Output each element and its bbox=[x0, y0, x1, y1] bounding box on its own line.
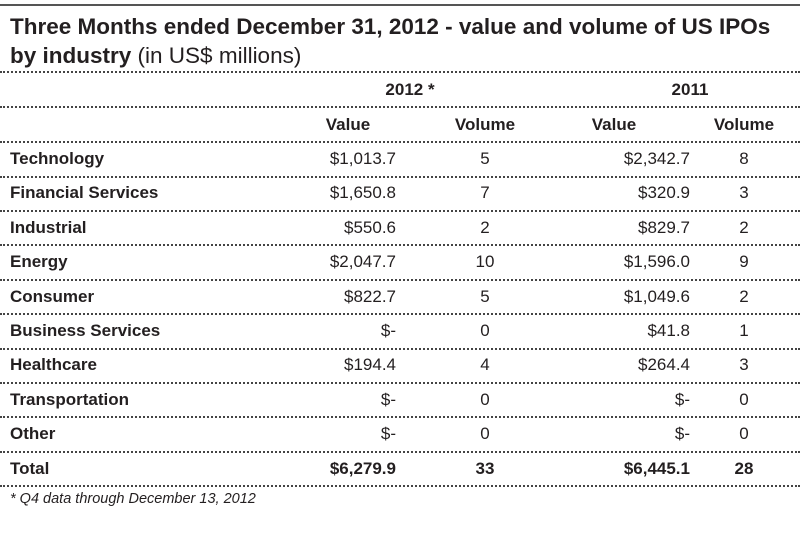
cell-value-2011: $- bbox=[674, 424, 690, 444]
row-label: Industrial bbox=[10, 217, 87, 237]
table-row: Technology $1,013.7 5 $2,342.7 8 bbox=[0, 142, 800, 176]
cell-value-2011: $320.9 bbox=[638, 183, 690, 203]
cell-value-2011: $- bbox=[674, 389, 690, 409]
divider bbox=[0, 209, 800, 212]
footnote: * Q4 data through December 13, 2012 bbox=[10, 491, 256, 507]
cell-value-2011: $6,445.1 bbox=[623, 458, 690, 478]
divider bbox=[0, 381, 800, 384]
cell-volume-2011: 1 bbox=[739, 321, 749, 340]
cell-volume-2012: 0 bbox=[480, 424, 490, 444]
cell-value-2011: $829.7 bbox=[638, 217, 690, 237]
cell-value-2012: $2,047.7 bbox=[329, 252, 396, 272]
cell-value-2012: $1,650.8 bbox=[329, 183, 396, 203]
cell-value-2012: $- bbox=[380, 389, 396, 409]
row-label: Healthcare bbox=[10, 355, 97, 375]
col-header-volume-2012: Volume bbox=[454, 115, 516, 134]
table-row: Healthcare $194.4 4 $264.4 3 bbox=[0, 348, 800, 382]
divider bbox=[0, 450, 800, 453]
cell-volume-2011: 3 bbox=[739, 355, 749, 375]
table-title: Three Months ended December 31, 2012 - v… bbox=[10, 12, 795, 70]
cell-value-2011: $41.8 bbox=[647, 321, 690, 340]
cell-value-2012: $- bbox=[380, 321, 396, 340]
table-row: Consumer $822.7 5 $1,049.6 2 bbox=[0, 280, 800, 314]
title-units: (in US$ millions) bbox=[137, 43, 302, 68]
table-row: Energy $2,047.7 10 $1,596.0 9 bbox=[0, 245, 800, 279]
title-main: Three Months ended December 31, 2012 - v… bbox=[10, 14, 771, 68]
table-row: Business Services $- 0 $41.8 1 bbox=[0, 314, 800, 348]
row-label: Technology bbox=[10, 149, 105, 168]
cell-volume-2012: 2 bbox=[480, 217, 490, 237]
row-label: Energy bbox=[10, 252, 68, 272]
cell-value-2012: $194.4 bbox=[344, 355, 396, 375]
cell-value-2012: $550.6 bbox=[344, 217, 396, 237]
row-label: Total bbox=[10, 458, 50, 478]
cell-volume-2012: 0 bbox=[480, 321, 490, 340]
row-label: Transportation bbox=[10, 389, 130, 409]
row-label: Business Services bbox=[10, 321, 161, 340]
cell-volume-2011: 28 bbox=[734, 458, 754, 478]
divider bbox=[0, 416, 800, 419]
row-label: Financial Services bbox=[10, 183, 159, 203]
cell-volume-2012: 5 bbox=[480, 286, 490, 306]
table-row: Transportation $- 0 $- 0 bbox=[0, 383, 800, 417]
top-rule bbox=[0, 4, 800, 6]
cell-volume-2012: 4 bbox=[480, 355, 490, 375]
row-label: Other bbox=[10, 424, 56, 444]
divider bbox=[0, 175, 800, 178]
cell-value-2012: $1,013.7 bbox=[329, 149, 396, 168]
cell-value-2011: $2,342.7 bbox=[623, 149, 690, 168]
cell-volume-2011: 3 bbox=[739, 183, 749, 203]
cell-volume-2011: 0 bbox=[739, 424, 749, 444]
column-header-row: Value Volume Value Volume bbox=[0, 108, 800, 142]
divider bbox=[0, 278, 800, 281]
col-header-value-2012: Value bbox=[325, 115, 371, 134]
cell-value-2012: $- bbox=[380, 424, 396, 444]
cell-value-2011: $1,596.0 bbox=[623, 252, 690, 272]
divider bbox=[0, 71, 800, 73]
year-header-row: 2012 * 2011 bbox=[0, 73, 800, 107]
cell-volume-2011: 2 bbox=[739, 286, 749, 306]
cell-volume-2012: 10 bbox=[475, 252, 495, 272]
cell-volume-2011: 0 bbox=[739, 389, 749, 409]
cell-volume-2012: 0 bbox=[480, 389, 490, 409]
divider bbox=[0, 244, 800, 247]
total-row: Total $6,279.9 33 $6,445.1 28 bbox=[0, 452, 800, 486]
cell-volume-2011: 8 bbox=[739, 149, 749, 168]
divider bbox=[0, 313, 800, 316]
cell-value-2012: $822.7 bbox=[344, 286, 396, 306]
col-header-volume-2011: Volume bbox=[713, 115, 775, 134]
divider bbox=[0, 347, 800, 350]
col-header-value-2011: Value bbox=[591, 115, 637, 134]
year-header-2011: 2011 bbox=[671, 80, 709, 99]
cell-value-2011: $1,049.6 bbox=[623, 286, 690, 306]
cell-volume-2012: 33 bbox=[475, 458, 495, 478]
cell-volume-2011: 2 bbox=[739, 217, 749, 237]
divider bbox=[0, 141, 800, 143]
divider bbox=[0, 106, 800, 108]
table-row: Financial Services $1,650.8 7 $320.9 3 bbox=[0, 176, 800, 210]
table-row: Other $- 0 $- 0 bbox=[0, 417, 800, 451]
cell-value-2012: $6,279.9 bbox=[329, 458, 396, 478]
table-row: Industrial $550.6 2 $829.7 2 bbox=[0, 211, 800, 245]
cell-value-2011: $264.4 bbox=[638, 355, 690, 375]
year-header-2012: 2012 * bbox=[385, 80, 435, 99]
cell-volume-2012: 5 bbox=[480, 149, 490, 168]
row-label: Consumer bbox=[10, 286, 95, 306]
divider bbox=[0, 485, 800, 488]
cell-volume-2012: 7 bbox=[480, 183, 490, 203]
cell-volume-2011: 9 bbox=[739, 252, 749, 272]
